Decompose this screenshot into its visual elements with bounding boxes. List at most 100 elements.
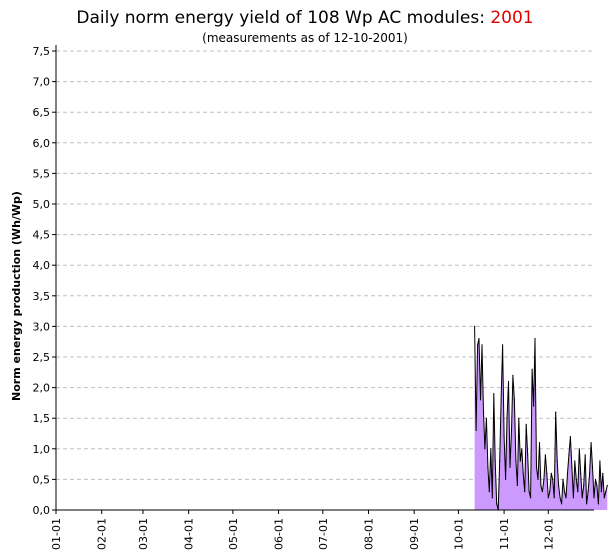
data-point — [518, 417, 520, 419]
chart-subtitle: (measurements as of 12-10-2001) — [202, 31, 408, 45]
data-point — [583, 484, 585, 487]
data-point — [499, 460, 501, 462]
data-point — [478, 338, 480, 340]
y-tick-label: 4,0 — [33, 259, 51, 272]
data-point — [571, 466, 573, 468]
y-tick-label: 7,5 — [33, 45, 51, 58]
x-tick-label: 11-01 — [498, 518, 511, 550]
data-point — [550, 472, 552, 474]
x-tick-label: 03-01 — [137, 518, 150, 550]
y-tick-label: 4,5 — [33, 229, 51, 242]
x-tick-label: 10-01 — [452, 518, 465, 550]
data-point — [482, 411, 485, 413]
data-point — [566, 472, 569, 474]
data-point — [491, 497, 493, 499]
x-tick-labels: 01-01 02-01 03-01 04-01 05-01 06-01 07-01 08-01… — [50, 518, 555, 550]
data-point — [533, 405, 535, 407]
data-point — [603, 497, 605, 499]
y-tick-labels: 0,0 0,5 1,0 1,5 2,0 2,5 3,0 3,5 4,0 4,5 5,0 5,5 6,0 6… — [33, 45, 51, 517]
data-point — [490, 448, 492, 450]
data-point — [561, 503, 563, 505]
data-point — [522, 472, 524, 474]
data-point — [600, 491, 603, 493]
y-tick-label: 5,5 — [33, 167, 51, 180]
data-point — [597, 503, 600, 505]
data-point — [605, 491, 607, 493]
chart-title-line: Daily norm energy yield of 108 Wp AC mod… — [0, 8, 610, 28]
data-point — [507, 380, 510, 383]
data-point — [477, 344, 479, 346]
data-point — [580, 472, 582, 474]
data-point — [540, 484, 542, 487]
title-block: Daily norm energy yield of 108 Wp AC mod… — [0, 8, 610, 45]
data-point — [544, 454, 547, 456]
data-point — [575, 478, 577, 480]
data-point — [500, 399, 502, 401]
axes — [52, 45, 594, 514]
y-tick-label: 1,0 — [33, 443, 51, 456]
data-point — [549, 491, 551, 493]
data-point — [606, 484, 608, 487]
data-point — [527, 454, 529, 456]
data-point — [509, 466, 511, 468]
x-tick-label: 07-01 — [317, 518, 330, 550]
data-point — [531, 368, 533, 370]
data-point — [474, 325, 476, 327]
data-point — [586, 503, 588, 505]
data-point — [534, 338, 536, 340]
data-point — [479, 399, 482, 401]
y-tick-label: 1,5 — [33, 412, 51, 425]
data-point — [563, 491, 566, 493]
data-point — [494, 460, 496, 462]
data-point — [555, 411, 557, 413]
data-point — [584, 454, 586, 456]
data-point — [578, 448, 580, 450]
data-point — [552, 478, 554, 480]
y-tick-label: 0,5 — [33, 473, 51, 486]
y-tick-label: 6,0 — [33, 137, 51, 150]
data-point — [485, 417, 487, 419]
data-point — [543, 478, 545, 480]
data-point — [537, 478, 539, 480]
data-point — [535, 466, 538, 468]
x-tick-label: 01-01 — [50, 518, 63, 550]
data-point — [515, 460, 517, 462]
data-point — [602, 472, 604, 474]
data-point — [556, 460, 558, 462]
data-point — [572, 497, 575, 499]
data-point — [496, 503, 498, 505]
data-point — [506, 417, 508, 419]
y-tick-label: 7,0 — [33, 76, 51, 89]
data-point — [524, 491, 526, 493]
data-point — [587, 491, 589, 493]
data-point — [559, 497, 561, 499]
data-point — [487, 466, 489, 468]
data-point — [591, 466, 594, 468]
y-tick-label: 3,0 — [33, 320, 51, 333]
data-point — [590, 442, 592, 444]
data-point — [505, 478, 507, 480]
data-point — [481, 344, 483, 346]
data-point — [577, 491, 579, 493]
data-point — [503, 436, 505, 438]
data-point — [516, 484, 519, 487]
data-point — [519, 460, 521, 462]
y-tick-label: 0,0 — [33, 504, 51, 517]
y-tick-label: 6,5 — [33, 106, 51, 119]
data-point — [493, 393, 495, 395]
series-layer — [474, 325, 608, 511]
data-point — [581, 497, 583, 499]
data-point — [512, 374, 514, 376]
data-point — [502, 344, 504, 346]
data-point — [475, 429, 477, 431]
y-tick-label: 3,5 — [33, 290, 51, 303]
data-point — [541, 491, 544, 493]
data-point — [569, 436, 572, 438]
chart-title: Daily norm energy yield of 108 Wp AC mod… — [76, 8, 485, 28]
data-point — [513, 399, 516, 401]
data-point — [589, 472, 591, 474]
y-tick-label: 2,0 — [33, 382, 51, 395]
series-area — [474, 326, 608, 510]
